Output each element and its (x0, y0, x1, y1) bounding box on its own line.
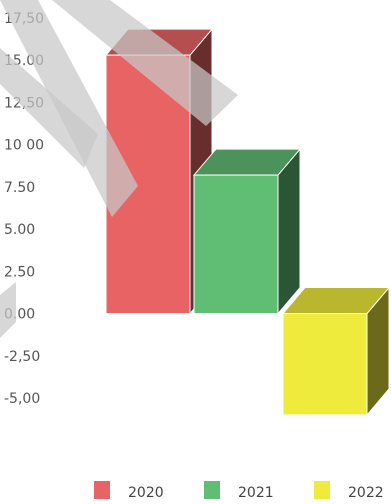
bar-2022 (281, 286, 391, 417)
bars (104, 27, 391, 417)
y-tick-label: 5.00 (4, 222, 35, 238)
bar-front-face (193, 174, 279, 315)
legend-item-2022: 2022 (314, 481, 384, 501)
y-tick-label: -5,00 (4, 391, 40, 407)
legend-item-2021: 2021 (204, 481, 274, 501)
y-tick-label: -2,50 (4, 349, 40, 365)
legend-swatch (94, 481, 110, 499)
bar-2021 (192, 147, 302, 315)
bar-side-face (277, 147, 301, 315)
bar-front-face (282, 313, 368, 416)
watermark-stripe (0, 282, 16, 338)
legend-swatch (204, 481, 220, 499)
watermark-stripes (0, 0, 238, 338)
y-tick-label: 2.50 (4, 264, 35, 280)
legend-item-2020: 2020 (94, 481, 164, 501)
watermark-stripe (0, 0, 138, 217)
y-tick-label: 10 00 (4, 138, 44, 154)
legend-label: 2020 (128, 485, 164, 501)
watermark-stripe (0, 48, 98, 168)
watermark-stripe (52, 0, 238, 126)
legend-swatch (314, 481, 330, 499)
y-tick-label: 7.50 (4, 180, 35, 196)
legend: 2020 2021 2022 (94, 481, 384, 501)
legend-label: 2022 (348, 485, 384, 501)
legend-label: 2021 (238, 485, 274, 501)
